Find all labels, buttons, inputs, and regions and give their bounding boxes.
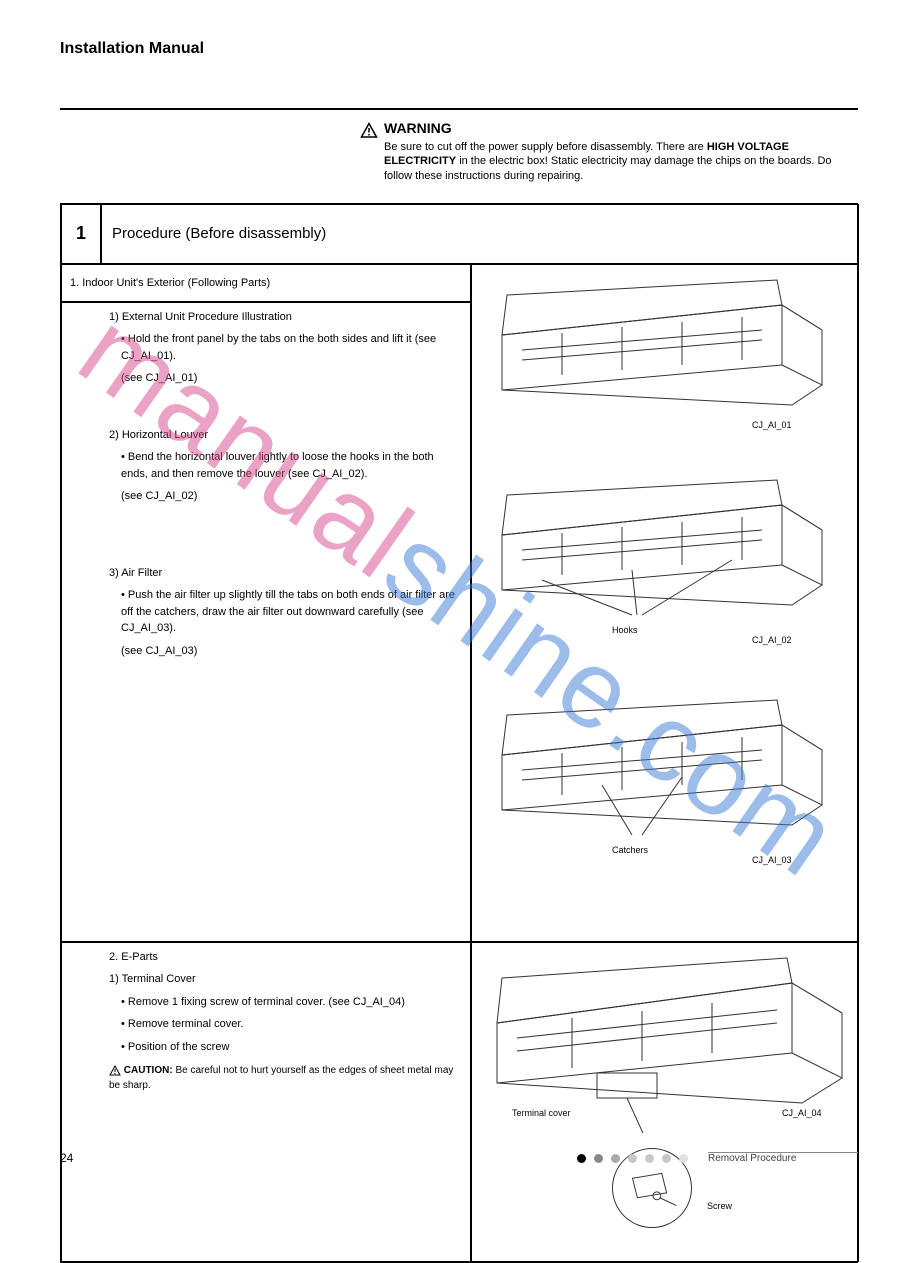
illustration-panel-1: CJ_AI_01 Hooks CJ_AI_02 xyxy=(471,264,859,942)
figure-label: CJ_AI_04 xyxy=(782,1108,822,1118)
dot xyxy=(662,1154,671,1163)
instruction-line: • Remove terminal cover. xyxy=(109,1016,462,1033)
instruction-line: • Push the air filter up slightly till t… xyxy=(109,587,462,637)
header-rule xyxy=(60,108,858,110)
procedure-table: 1 Procedure (Before disassembly) 1. Indo… xyxy=(60,203,858,1263)
dot xyxy=(679,1154,688,1163)
dot xyxy=(611,1154,620,1163)
instructions-block-1: 1) External Unit Procedure Illustration … xyxy=(101,302,471,942)
instruction-line: (see CJ_AI_01) xyxy=(109,370,462,387)
ac-unit-sketch-1 xyxy=(482,275,842,425)
instructions-block-2: 2. E-Parts 1) Terminal Cover • Remove 1 … xyxy=(101,942,471,1262)
instruction-line: (see CJ_AI_02) xyxy=(109,488,462,505)
subsection-title: 1. Indoor Unit's Exterior (Following Par… xyxy=(61,264,471,302)
procedure-title: Procedure (Before disassembly) xyxy=(101,204,859,264)
page-dots xyxy=(577,1154,688,1163)
spacer-cell xyxy=(61,942,101,1262)
spacer-cell xyxy=(61,302,101,942)
warning-body: Be sure to cut off the power supply befo… xyxy=(384,140,858,183)
instruction-line: 2) Horizontal Louver xyxy=(109,427,462,444)
figure-label: CJ_AI_03 xyxy=(752,855,792,865)
page-footer: 24 Removal Procedure xyxy=(60,1152,858,1164)
dot xyxy=(594,1154,603,1163)
caution-label: CAUTION: xyxy=(124,1065,173,1076)
page-number: 24 xyxy=(60,1151,73,1165)
figure-label: CJ_AI_01 xyxy=(752,420,792,430)
dot xyxy=(628,1154,637,1163)
instruction-line: • Hold the front panel by the tabs on th… xyxy=(109,331,462,364)
ac-unit-sketch-3 xyxy=(482,695,842,845)
figure-label: CJ_AI_02 xyxy=(752,635,792,645)
ac-unit-sketch-4 xyxy=(482,953,852,1133)
footer-section-label: Removal Procedure xyxy=(708,1153,796,1164)
warning-title: WARNING xyxy=(384,120,858,136)
step-number: 1 xyxy=(61,204,101,264)
warning-icon xyxy=(360,122,378,140)
subsection-title-2: 2. E-Parts xyxy=(109,949,462,966)
instruction-line: • Position of the screw xyxy=(109,1039,462,1056)
instruction-line: 3) Air Filter xyxy=(109,565,462,582)
screw-label: Screw xyxy=(707,1201,732,1211)
callout-label: Terminal cover xyxy=(512,1108,571,1118)
instruction-line: • Bend the horizontal louver lightly to … xyxy=(109,449,462,482)
warning-icon xyxy=(109,1065,121,1077)
caution-block: CAUTION: Be careful not to hurt yourself… xyxy=(109,1063,462,1093)
dot xyxy=(645,1154,654,1163)
instruction-line: • Remove 1 fixing screw of terminal cove… xyxy=(109,994,462,1011)
instruction-line: (see CJ_AI_03) xyxy=(109,643,462,660)
callout-label: Hooks xyxy=(612,625,638,635)
instruction-line: 1) Terminal Cover xyxy=(109,971,462,988)
dot-active xyxy=(577,1154,586,1163)
section-name: Installation Manual xyxy=(60,40,204,58)
callout-label: Catchers xyxy=(612,845,648,855)
instruction-line: 1) External Unit Procedure Illustration xyxy=(109,309,462,326)
warning-body-prefix: Be sure to cut off the power supply befo… xyxy=(384,141,707,153)
illustration-panel-2: Terminal cover CJ_AI_04 Screw xyxy=(471,942,859,1262)
ac-unit-sketch-2 xyxy=(482,475,842,625)
